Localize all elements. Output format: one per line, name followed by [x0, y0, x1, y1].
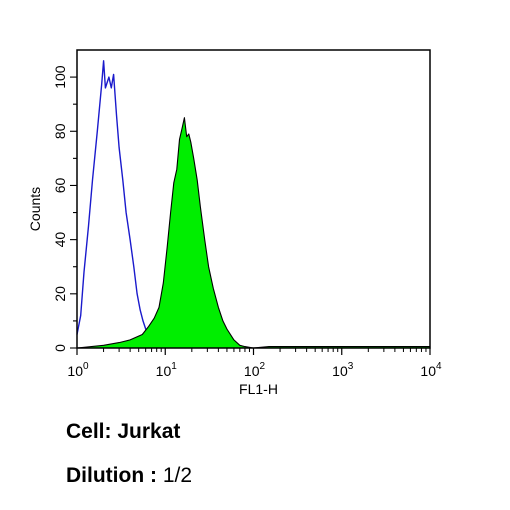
- dilution-key: Dilution :: [66, 464, 157, 487]
- x-tick-label: 100: [67, 361, 89, 379]
- y-axis-label: Counts: [27, 187, 43, 231]
- dilution-caption: Dilution : 1/2: [66, 464, 192, 488]
- dilution-value: 1/2: [162, 464, 193, 487]
- y-tick-label: 20: [52, 286, 68, 302]
- y-tick-label: 0: [52, 344, 68, 352]
- cell-caption-text: Cell: Jurkat: [66, 420, 181, 443]
- histogram-chart: 100 101 102 103 104 0 20 40 60 80 100 FL1-H Count…: [27, 49, 442, 397]
- x-axis-label: FL1-H: [239, 381, 278, 397]
- y-tick-label: 100: [52, 65, 68, 89]
- x-tick-label: 104: [420, 361, 442, 379]
- y-tick-label: 80: [52, 123, 68, 139]
- x-tick-label: 102: [244, 361, 266, 379]
- cell-caption: Cell: Jurkat: [66, 420, 180, 444]
- y-axis-ticks: 0 20 40 60 80 100: [52, 65, 77, 352]
- series-1-filled-histogram: [76, 117, 431, 349]
- plot-frame: [76, 49, 431, 349]
- x-tick-label: 103: [332, 361, 354, 379]
- x-axis-ticks: 100 101 102 103 104: [67, 348, 442, 379]
- series-0-outline-histogram: [76, 60, 154, 349]
- x-tick-label: 101: [156, 361, 178, 379]
- series-layer: [76, 60, 431, 349]
- y-tick-label: 40: [52, 232, 68, 248]
- y-tick-label: 60: [52, 177, 68, 193]
